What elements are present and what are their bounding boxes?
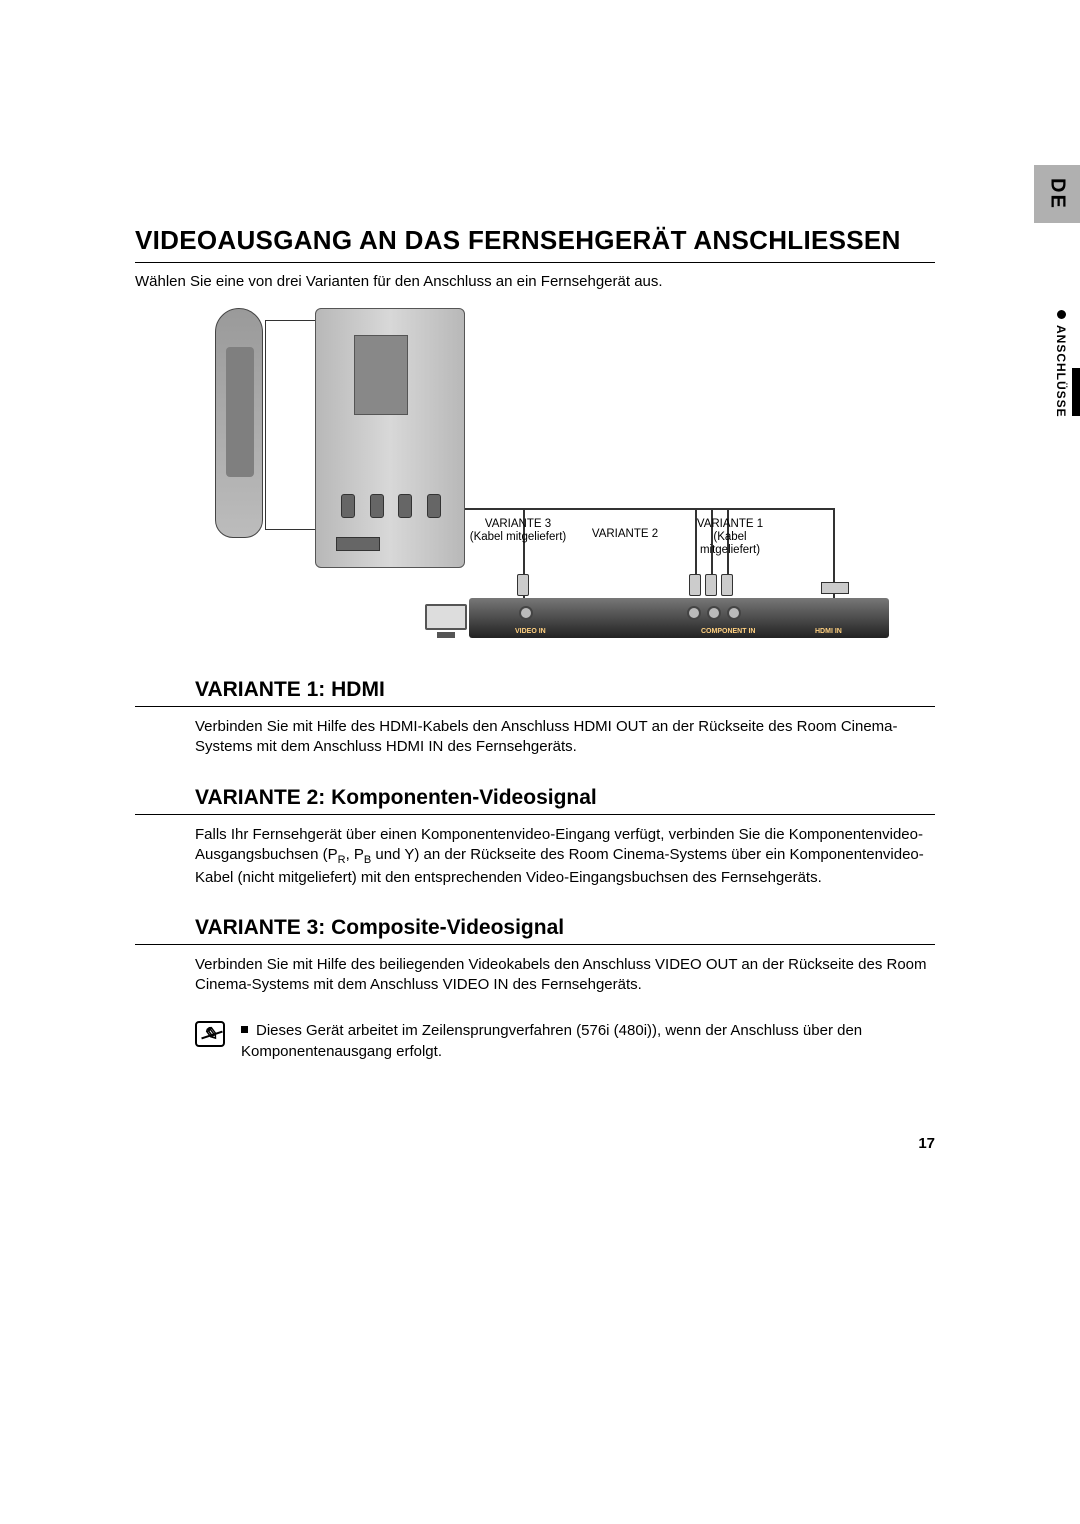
tv-jack-icon	[707, 606, 721, 620]
variant1-body: Verbinden Sie mit Hilfe des HDMI-Kabels …	[135, 717, 935, 758]
jack-icon	[398, 494, 412, 518]
variant1-label: VARIANTE 1 (Kabel mitgeliefert)	[685, 518, 775, 557]
jack-icon	[370, 494, 384, 518]
side-tab-section: ANSCHLÜSSE	[1054, 310, 1068, 450]
panel-grid	[354, 335, 408, 415]
tv-jack-icon	[519, 606, 533, 620]
tv-icon	[425, 604, 467, 638]
rca-plug-icon	[721, 574, 733, 596]
cable-line	[465, 508, 835, 510]
port-row	[334, 489, 448, 523]
connection-diagram: VIDEO IN COMPONENT IN HDMI IN VARIANTE 3…	[175, 308, 895, 638]
hdmi-port-icon	[336, 537, 380, 551]
variant2-line: VARIANTE 2	[592, 528, 658, 540]
side-dot-icon	[1057, 310, 1066, 319]
variant3-body: Verbinden Sie mit Hilfe des beiliegenden…	[135, 955, 935, 996]
v2-body-b: , P	[346, 846, 364, 863]
tv-hdmi-label: HDMI IN	[815, 628, 842, 635]
tv-component-label: COMPONENT IN	[701, 628, 755, 635]
note-text: Dieses Gerät arbeitet im Zeilensprungver…	[241, 1022, 862, 1059]
tv-video-label: VIDEO IN	[515, 628, 546, 635]
side-tab-language: DE	[1034, 165, 1080, 223]
variant1-line3: mitgeliefert)	[700, 544, 760, 556]
tv-jack-icon	[727, 606, 741, 620]
variant3-label: VARIANTE 3 (Kabel mitgeliefert)	[463, 518, 573, 544]
callout-line	[265, 320, 317, 530]
sub-r: R	[338, 854, 346, 866]
jack-icon	[427, 494, 441, 518]
variant1-title: VARIANTE 1: HDMI	[135, 678, 935, 707]
note-bullet-icon	[241, 1026, 248, 1033]
page-content: VIDEOAUSGANG AN DAS FERNSEHGERÄT ANSCHLI…	[135, 225, 935, 1062]
side-section-label: ANSCHLÜSSE	[1054, 325, 1068, 418]
back-panel	[315, 308, 465, 568]
tv-jack-icon	[687, 606, 701, 620]
rca-plug-icon	[689, 574, 701, 596]
note-text-wrap: Dieses Gerät arbeitet im Zeilensprungver…	[241, 1021, 935, 1062]
rca-plug-icon	[705, 574, 717, 596]
remote-device	[215, 308, 263, 538]
page-title: VIDEOAUSGANG AN DAS FERNSEHGERÄT ANSCHLI…	[135, 225, 935, 263]
variant1-line2: (Kabel	[713, 531, 746, 543]
side-section-bar	[1072, 368, 1080, 416]
intro-text: Wählen Sie eine von drei Varianten für d…	[135, 273, 935, 290]
note-row: ✎ Dieses Gerät arbeitet im Zeilensprungv…	[135, 1021, 935, 1062]
variant1-line1: VARIANTE 1	[697, 518, 763, 530]
page-number: 17	[918, 1135, 935, 1152]
hdmi-plug-icon	[821, 582, 849, 594]
variant3-title: VARIANTE 3: Composite-Videosignal	[135, 916, 935, 945]
variant2-label: VARIANTE 2	[585, 528, 665, 541]
variant3-line1: VARIANTE 3	[485, 518, 551, 530]
side-tab-language-label: DE	[1046, 178, 1069, 210]
variant3-line2: (Kabel mitgeliefert)	[470, 531, 567, 543]
note-icon: ✎	[195, 1021, 225, 1047]
rca-plug-icon	[517, 574, 529, 596]
variant2-body: Falls Ihr Fernsehgerät über einen Kompon…	[135, 825, 935, 888]
jack-icon	[341, 494, 355, 518]
variant2-title: VARIANTE 2: Komponenten-Videosignal	[135, 786, 935, 815]
